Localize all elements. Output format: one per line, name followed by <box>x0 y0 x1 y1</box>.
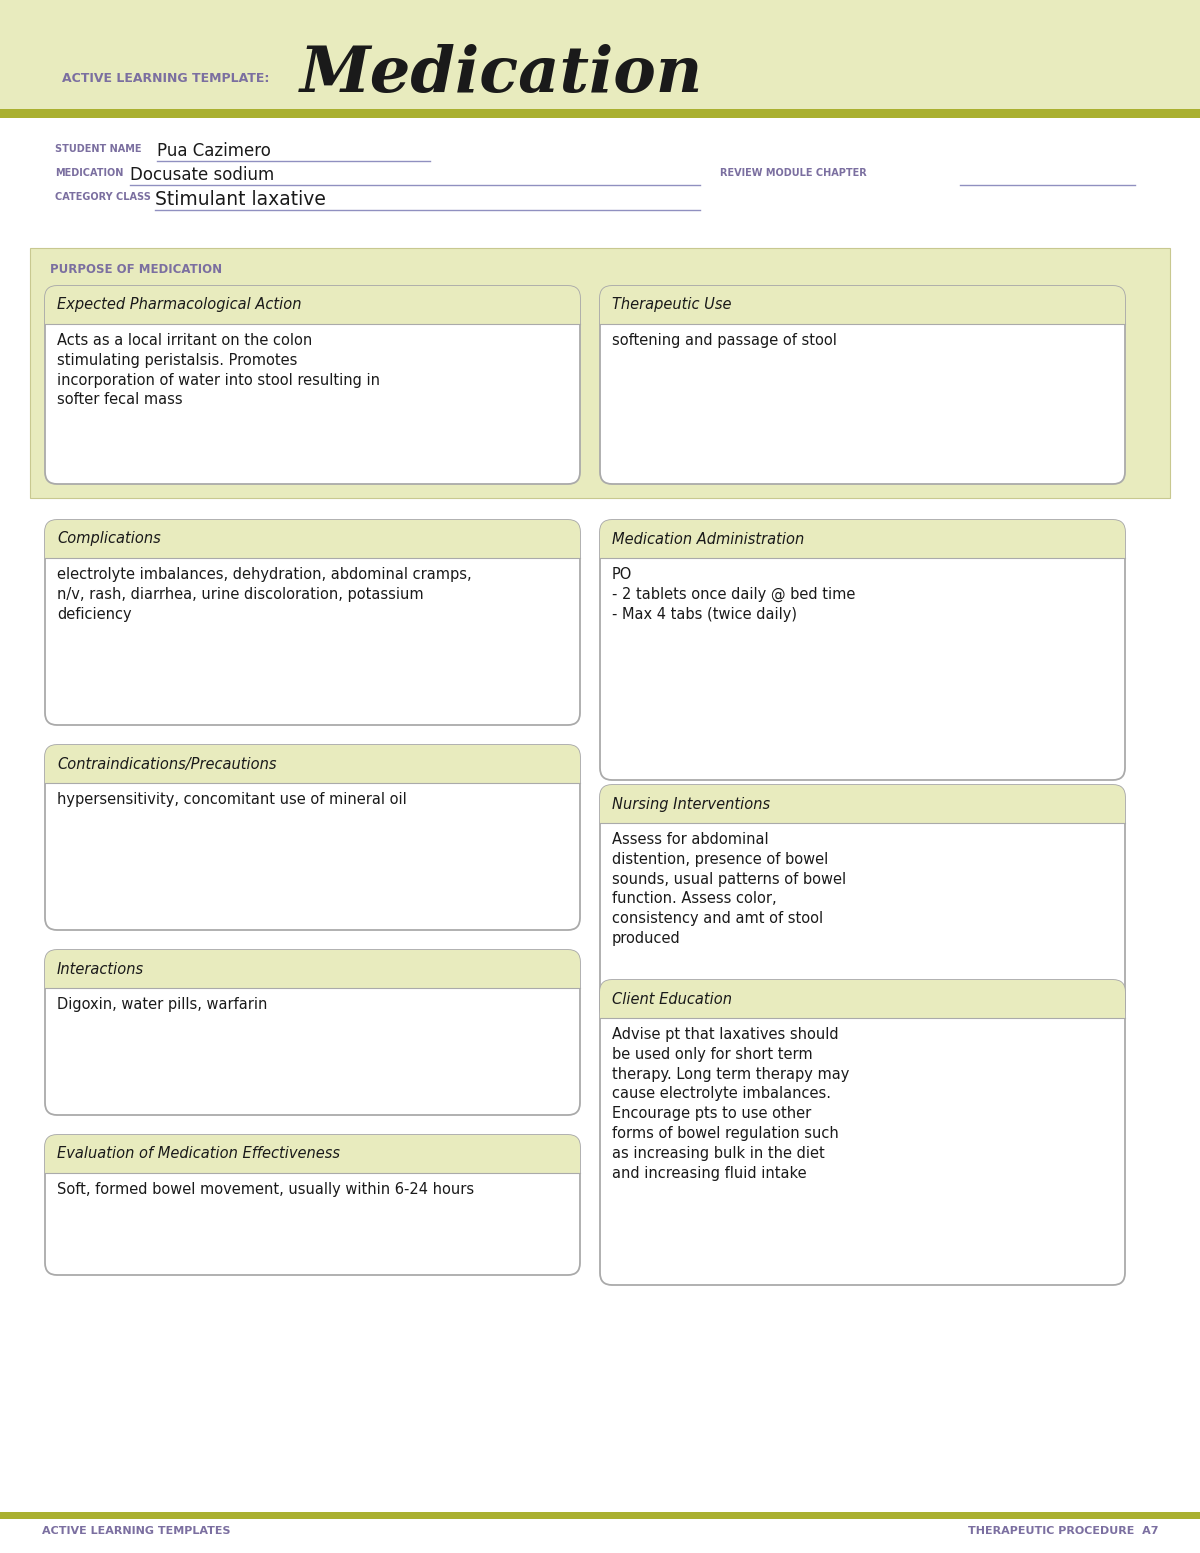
FancyBboxPatch shape <box>46 520 580 558</box>
Text: REVIEW MODULE CHAPTER: REVIEW MODULE CHAPTER <box>720 168 866 179</box>
FancyBboxPatch shape <box>46 286 580 485</box>
Text: ACTIVE LEARNING TEMPLATES: ACTIVE LEARNING TEMPLATES <box>42 1527 230 1536</box>
FancyBboxPatch shape <box>46 745 580 930</box>
Bar <box>46 312 580 325</box>
FancyBboxPatch shape <box>46 1135 580 1275</box>
FancyBboxPatch shape <box>600 520 1126 558</box>
Text: Digoxin, water pills, warfarin: Digoxin, water pills, warfarin <box>58 997 268 1013</box>
Text: ACTIVE LEARNING TEMPLATE:: ACTIVE LEARNING TEMPLATE: <box>62 71 269 84</box>
Text: hypersensitivity, concomitant use of mineral oil: hypersensitivity, concomitant use of min… <box>58 792 407 808</box>
FancyBboxPatch shape <box>600 520 1126 780</box>
Text: Pua Cazimero: Pua Cazimero <box>157 141 271 160</box>
FancyBboxPatch shape <box>46 1135 580 1173</box>
Bar <box>600 811 1126 823</box>
FancyBboxPatch shape <box>600 784 1126 1020</box>
FancyBboxPatch shape <box>46 745 580 783</box>
Text: Advise pt that laxatives should
be used only for short term
therapy. Long term t: Advise pt that laxatives should be used … <box>612 1027 850 1180</box>
Bar <box>600 1006 1126 1019</box>
Text: Nursing Interventions: Nursing Interventions <box>612 797 770 812</box>
Text: Expected Pharmacological Action: Expected Pharmacological Action <box>58 298 301 312</box>
Bar <box>0 0 1200 118</box>
Text: softening and passage of stool: softening and passage of stool <box>612 332 836 348</box>
FancyBboxPatch shape <box>600 784 1126 823</box>
Bar <box>46 975 580 988</box>
FancyBboxPatch shape <box>600 980 1126 1019</box>
Bar <box>0 1513 1200 1519</box>
Bar <box>600 312 1126 325</box>
Text: Client Education: Client Education <box>612 991 732 1006</box>
Text: Complications: Complications <box>58 531 161 547</box>
Bar <box>0 109 1200 118</box>
FancyBboxPatch shape <box>600 286 1126 485</box>
Bar <box>600 547 1126 558</box>
Text: Medication Administration: Medication Administration <box>612 531 804 547</box>
Text: Therapeutic Use: Therapeutic Use <box>612 298 732 312</box>
Text: THERAPEUTIC PROCEDURE  A7: THERAPEUTIC PROCEDURE A7 <box>967 1527 1158 1536</box>
Text: Assess for abdominal
distention, presence of bowel
sounds, usual patterns of bow: Assess for abdominal distention, presenc… <box>612 832 846 946</box>
Text: Soft, formed bowel movement, usually within 6-24 hours: Soft, formed bowel movement, usually wit… <box>58 1182 474 1197</box>
Text: Docusate sodium: Docusate sodium <box>130 166 275 183</box>
Text: Medication: Medication <box>300 43 703 106</box>
Text: Contraindications/Precautions: Contraindications/Precautions <box>58 756 276 772</box>
Text: MEDICATION: MEDICATION <box>55 168 124 179</box>
Text: Evaluation of Medication Effectiveness: Evaluation of Medication Effectiveness <box>58 1146 340 1162</box>
FancyBboxPatch shape <box>46 950 580 988</box>
FancyBboxPatch shape <box>46 520 580 725</box>
Text: PO
- 2 tablets once daily @ bed time
- Max 4 tabs (twice daily): PO - 2 tablets once daily @ bed time - M… <box>612 567 856 621</box>
Text: STUDENT NAME: STUDENT NAME <box>55 144 142 154</box>
Text: CATEGORY CLASS: CATEGORY CLASS <box>55 193 151 202</box>
FancyBboxPatch shape <box>600 286 1126 325</box>
Bar <box>46 770 580 783</box>
FancyBboxPatch shape <box>46 286 580 325</box>
FancyBboxPatch shape <box>600 980 1126 1284</box>
Bar <box>46 1162 580 1173</box>
Text: Stimulant laxative: Stimulant laxative <box>155 189 326 210</box>
FancyBboxPatch shape <box>46 950 580 1115</box>
Text: Acts as a local irritant on the colon
stimulating peristalsis. Promotes
incorpor: Acts as a local irritant on the colon st… <box>58 332 380 407</box>
Bar <box>46 547 580 558</box>
Bar <box>30 248 1170 499</box>
Text: electrolyte imbalances, dehydration, abdominal cramps,
n/v, rash, diarrhea, urin: electrolyte imbalances, dehydration, abd… <box>58 567 472 621</box>
Text: Interactions: Interactions <box>58 961 144 977</box>
Text: PURPOSE OF MEDICATION: PURPOSE OF MEDICATION <box>50 262 222 276</box>
